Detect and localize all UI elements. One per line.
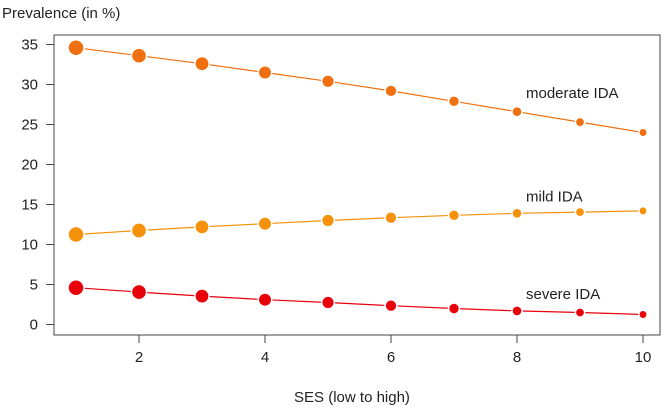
data-point [257, 292, 273, 308]
y-tick-label: 35 [21, 37, 38, 54]
data-point [638, 309, 648, 320]
x-tick-label: 4 [261, 349, 269, 366]
data-point [130, 47, 148, 65]
series-line [75, 287, 644, 316]
data-point [257, 216, 273, 232]
y-tick-label: 15 [21, 197, 38, 214]
data-point [194, 288, 210, 305]
data-point [320, 213, 336, 228]
data-point [194, 218, 210, 235]
series-line [75, 210, 644, 236]
series-label: mild IDA [526, 188, 583, 205]
x-tick-label: 8 [513, 349, 521, 366]
data-point [447, 209, 461, 222]
data-point [67, 225, 85, 244]
y-tick-label: 25 [21, 117, 38, 134]
data-point [194, 55, 210, 72]
plot-frame [53, 34, 661, 336]
y-axis-label: Prevalence (in %) [2, 5, 120, 22]
series-label: severe IDA [526, 286, 600, 303]
data-point [320, 74, 336, 89]
data-point [384, 211, 398, 225]
data-point [67, 278, 85, 297]
data-point [638, 205, 648, 216]
y-tick-label: 30 [21, 77, 38, 94]
y-tick-label: 10 [21, 237, 38, 254]
x-tick-label: 10 [635, 349, 652, 366]
data-point [67, 38, 85, 57]
data-point [574, 307, 586, 318]
data-point [511, 105, 523, 118]
data-point [638, 127, 648, 138]
data-point [447, 302, 461, 315]
series-label: moderate IDA [526, 85, 619, 102]
y-tick-label: 0 [30, 317, 38, 334]
x-tick-label: 2 [135, 349, 143, 366]
y-tick-label: 5 [30, 277, 38, 294]
data-point [130, 222, 148, 239]
data-point [511, 305, 523, 317]
x-axis-label: SES (low to high) [294, 389, 410, 406]
data-point [320, 295, 336, 310]
x-tick-label: 6 [387, 349, 395, 366]
data-point [447, 95, 461, 108]
data-point [511, 207, 523, 220]
series-severe-ida: severe IDA [67, 278, 648, 320]
data-point [130, 283, 148, 301]
y-tick-label: 20 [21, 157, 38, 174]
data-point [384, 299, 398, 313]
data-point [384, 84, 398, 98]
data-point [257, 65, 273, 80]
data-point [574, 206, 586, 218]
series-mild-ida: mild IDA [67, 188, 648, 244]
data-point [574, 116, 586, 128]
series-moderate-ida: moderate IDA [67, 38, 648, 138]
series-line [75, 47, 644, 134]
